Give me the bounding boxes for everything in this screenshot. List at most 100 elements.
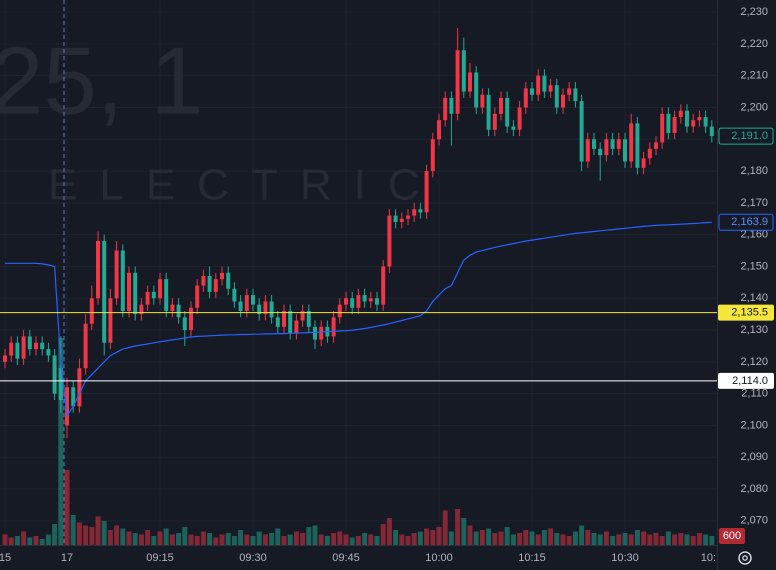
volume-bar bbox=[157, 531, 163, 545]
candle-body bbox=[151, 291, 156, 299]
volume-bar bbox=[101, 521, 107, 545]
candle-body bbox=[660, 113, 665, 143]
volume-bar bbox=[83, 525, 89, 545]
candle-body bbox=[337, 304, 342, 318]
last-price-tag bbox=[718, 127, 774, 145]
volume-bar bbox=[76, 522, 82, 545]
candle-body bbox=[362, 295, 367, 302]
candle-body bbox=[201, 275, 206, 286]
candle-body bbox=[368, 298, 373, 302]
grid bbox=[0, 0, 717, 545]
volume-bar bbox=[95, 516, 101, 545]
candle-body bbox=[635, 123, 640, 168]
volume-bar bbox=[560, 534, 566, 545]
candle-body bbox=[536, 75, 541, 95]
volume-bar bbox=[194, 536, 200, 545]
volume-bar bbox=[684, 534, 690, 545]
price-line-tag bbox=[718, 372, 774, 389]
candle-body bbox=[96, 241, 100, 299]
candle-body bbox=[505, 97, 510, 127]
volume-bar bbox=[442, 510, 448, 545]
candle-body bbox=[424, 171, 429, 213]
volume-bar bbox=[219, 534, 225, 545]
candle-body bbox=[356, 295, 361, 308]
candle-body bbox=[499, 97, 503, 114]
candle-body bbox=[139, 304, 144, 315]
candle-body bbox=[27, 336, 32, 350]
candle-body bbox=[430, 139, 435, 172]
volume-bar bbox=[461, 518, 467, 545]
candle-body bbox=[275, 317, 280, 327]
volume-bar bbox=[424, 528, 430, 545]
y-tick-label: 2,120 bbox=[740, 356, 768, 368]
candle-body bbox=[598, 148, 603, 156]
candle-body bbox=[164, 279, 169, 311]
volume-bar bbox=[641, 531, 647, 545]
volume-bar bbox=[275, 528, 281, 545]
volume-bar bbox=[21, 531, 27, 545]
candle-body bbox=[238, 301, 243, 311]
volume-bar bbox=[362, 533, 368, 545]
volume-bar bbox=[610, 536, 616, 545]
candle-body bbox=[523, 88, 528, 108]
volume-bar bbox=[634, 530, 640, 545]
candle-body bbox=[83, 323, 88, 369]
y-tick-label: 2,140 bbox=[740, 292, 768, 304]
x-tick-label: 15 bbox=[0, 552, 11, 564]
candle-body bbox=[561, 94, 565, 108]
moving-average-line bbox=[5, 221, 712, 418]
settings-ring bbox=[738, 551, 752, 565]
volume-label: 600 bbox=[723, 530, 741, 542]
volume-bar bbox=[665, 531, 671, 545]
y-tick-label: 2,130 bbox=[740, 324, 768, 336]
candle-body bbox=[517, 107, 522, 130]
volume-bar bbox=[622, 533, 628, 545]
volume-bar bbox=[182, 527, 188, 545]
candle-body bbox=[610, 139, 615, 149]
volume-bar bbox=[380, 524, 386, 545]
volume-bar bbox=[39, 539, 45, 545]
volume-bar bbox=[554, 533, 560, 545]
candle-body bbox=[412, 209, 417, 216]
y-tick-label: 2,210 bbox=[740, 70, 768, 82]
candle-body bbox=[641, 158, 646, 168]
volume-bar bbox=[132, 533, 138, 545]
candle-body bbox=[486, 94, 491, 130]
candle-body bbox=[34, 342, 38, 350]
candle-body bbox=[480, 94, 485, 108]
y-tick-label: 2,150 bbox=[740, 260, 768, 272]
x-tick-label: 10:15 bbox=[518, 552, 546, 564]
volume-bar bbox=[256, 531, 262, 545]
y-tick-label: 2,170 bbox=[740, 197, 768, 209]
candle-body bbox=[127, 272, 131, 311]
candle-body bbox=[195, 285, 200, 308]
volume-bar bbox=[138, 534, 144, 545]
candle-body bbox=[399, 218, 404, 222]
volume-bar bbox=[225, 533, 231, 545]
volume-bar bbox=[498, 531, 504, 545]
volume-bar bbox=[436, 527, 442, 545]
volume-bar bbox=[89, 527, 95, 545]
volume-bar bbox=[2, 534, 8, 545]
volume-bar bbox=[455, 509, 461, 545]
candle-body bbox=[213, 279, 218, 292]
candle-body bbox=[21, 336, 26, 359]
candle-body bbox=[226, 272, 231, 289]
settings-icon[interactable] bbox=[738, 551, 752, 565]
volume-bar bbox=[331, 533, 337, 545]
volume-bar bbox=[300, 533, 306, 545]
candle-body bbox=[573, 88, 578, 102]
y-tick-label: 2,090 bbox=[740, 451, 768, 463]
candle-body bbox=[251, 295, 255, 305]
candle-body bbox=[647, 148, 652, 159]
volume-bar bbox=[535, 534, 541, 545]
candle-body bbox=[133, 272, 138, 315]
candle-body bbox=[176, 304, 181, 318]
volume-bar bbox=[14, 536, 20, 545]
y-tick-label: 2,220 bbox=[740, 38, 768, 50]
y-tick-label: 2,160 bbox=[740, 229, 768, 241]
volume-bar bbox=[703, 534, 709, 545]
volume-bar bbox=[517, 533, 523, 545]
volume-bar bbox=[591, 533, 597, 545]
